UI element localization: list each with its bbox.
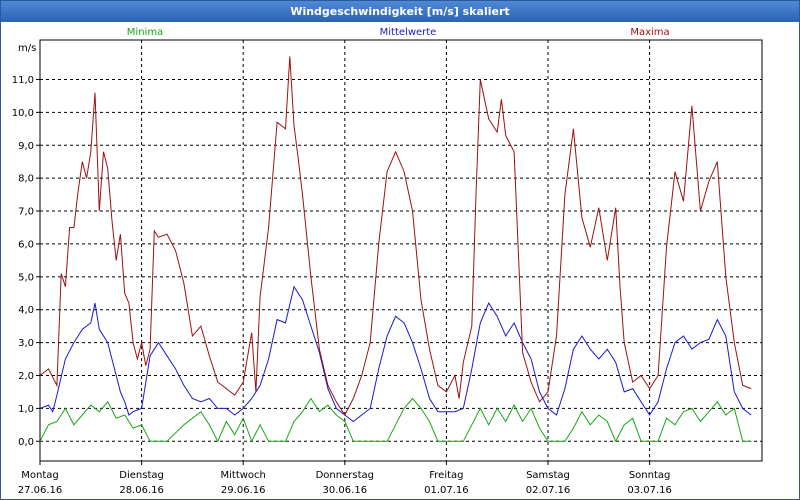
- series-line-max: [39, 56, 752, 416]
- legend-minima: Minima: [127, 27, 163, 38]
- y-tick-label: 6,0: [18, 239, 34, 250]
- y-tick-label: 3,0: [18, 338, 34, 349]
- x-date-label: 27.06.16: [18, 485, 63, 496]
- x-date-label: 03.07.16: [627, 485, 672, 496]
- x-date-label: 30.06.16: [323, 485, 368, 496]
- x-day-label: Samstag: [526, 470, 570, 481]
- x-day-label: Dienstag: [119, 470, 164, 481]
- y-tick-label: 11,0: [12, 75, 34, 86]
- x-day-label: Mittwoch: [221, 470, 266, 481]
- y-tick-label: 0,0: [18, 437, 34, 448]
- y-tick-label: 2,0: [18, 371, 34, 382]
- x-day-label: Donnerstag: [316, 470, 374, 481]
- series-lines: [39, 56, 752, 443]
- x-day-label: Freitag: [429, 470, 463, 481]
- series-line-min: [39, 397, 752, 443]
- y-tick-label: 10,0: [12, 108, 34, 119]
- y-ticks: 0,0 1,0 2,0 3,0 4,0 5,0 6,0 7,0 8,0 9,0 10,0 11,0: [12, 75, 40, 448]
- y-tick-label: 9,0: [18, 141, 34, 152]
- y-tick-label: 5,0: [18, 272, 34, 283]
- window-title: Windgeschwindigkeit [m/s] skaliert: [1, 1, 799, 22]
- x-day-label: Montag: [21, 470, 58, 481]
- series-line-mean: [39, 285, 752, 423]
- x-date-label: 01.07.16: [424, 485, 469, 496]
- y-tick-label: 7,0: [18, 207, 34, 218]
- legend-maxima: Maxima: [630, 27, 669, 38]
- grid: [40, 40, 762, 461]
- x-date-label: 28.06.16: [119, 485, 164, 496]
- legend-mittelwerte: Mittelwerte: [380, 27, 437, 38]
- x-date-label: 02.07.16: [526, 485, 571, 496]
- x-date-label: 29.06.16: [221, 485, 266, 496]
- plot-frame: [39, 39, 763, 462]
- y-tick-label: 4,0: [18, 305, 34, 316]
- x-day-label: Sonntag: [629, 470, 671, 481]
- y-axis-label: m/s: [18, 43, 36, 54]
- y-tick-label: 8,0: [18, 174, 34, 185]
- x-ticks: Montag 27.06.16 Dienstag 28.06.16 Mittwoch 29…: [18, 461, 672, 496]
- y-tick-label: 1,0: [18, 404, 34, 415]
